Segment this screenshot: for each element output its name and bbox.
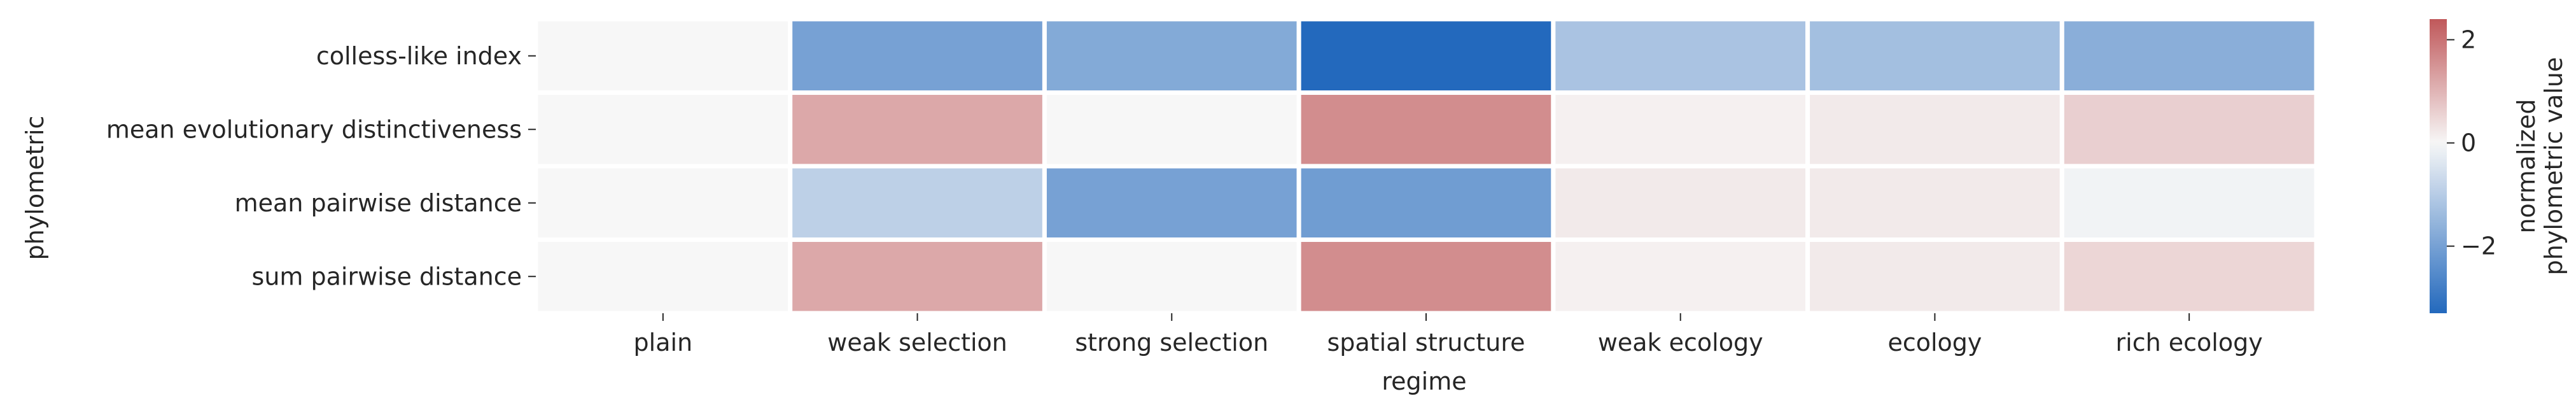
heatmap-cell bbox=[1551, 237, 1810, 316]
colorbar-tick-label: −2 bbox=[2461, 232, 2496, 260]
heatmap-cells bbox=[533, 17, 2319, 316]
x-tick-label: ecology bbox=[1887, 329, 1982, 357]
heatmap-cell bbox=[1042, 17, 1301, 95]
heatmap-cell bbox=[1551, 90, 1810, 169]
heatmap-cell bbox=[1042, 90, 1301, 169]
x-tick-label: plain bbox=[634, 329, 693, 357]
heatmap-cell bbox=[2059, 17, 2319, 95]
heatmap-cell bbox=[1296, 237, 1556, 316]
x-tick-label: strong selection bbox=[1075, 329, 1268, 357]
x-axis-label: regime bbox=[1382, 367, 1466, 395]
heatmap-cell bbox=[788, 90, 1047, 169]
colorbar: 2 0 −2 normalized phylometric value bbox=[2430, 19, 2568, 313]
heatmap-cell bbox=[1805, 90, 2064, 169]
heatmap-cell bbox=[533, 90, 793, 169]
heatmap-cell bbox=[2059, 237, 2319, 316]
heatmap-cell bbox=[1551, 164, 1810, 242]
heatmap-cell bbox=[788, 164, 1047, 242]
x-axis-ticks: plain weak selection strong selection spati… bbox=[634, 313, 2263, 357]
heatmap-cell bbox=[788, 237, 1047, 316]
colorbar-tick-label: 0 bbox=[2461, 129, 2476, 157]
heatmap-cell bbox=[1805, 237, 2064, 316]
heatmap-cell bbox=[1296, 164, 1556, 242]
heatmap-cell bbox=[788, 17, 1047, 95]
y-axis-ticks: colless-like index mean evolutionary dist… bbox=[106, 42, 536, 290]
x-tick-label: rich ecology bbox=[2116, 329, 2263, 357]
heatmap-cell bbox=[2059, 164, 2319, 242]
heatmap-cell bbox=[1042, 237, 1301, 316]
x-tick-label: weak ecology bbox=[1598, 329, 1763, 357]
x-tick-label: weak selection bbox=[827, 329, 1007, 357]
heatmap-cell bbox=[1042, 164, 1301, 242]
colorbar-label-line-2: phylometric value bbox=[2540, 57, 2568, 276]
y-tick-label: sum pairwise distance bbox=[252, 262, 522, 290]
heatmap-cell bbox=[533, 237, 793, 316]
colorbar-label-line-1: normalized bbox=[2512, 99, 2540, 233]
heatmap-cell bbox=[1805, 17, 2064, 95]
heatmap-cell bbox=[1296, 17, 1556, 95]
heatmap-cell bbox=[1805, 164, 2064, 242]
heatmap-cell bbox=[533, 17, 793, 95]
heatmap-cell bbox=[2059, 90, 2319, 169]
colorbar-ticks: 2 0 −2 bbox=[2447, 25, 2496, 260]
heatmap-cell bbox=[533, 164, 793, 242]
colorbar-tick-label: 2 bbox=[2461, 25, 2476, 53]
heatmap-cell bbox=[1296, 90, 1556, 169]
y-tick-label: mean pairwise distance bbox=[235, 189, 522, 217]
x-tick-label: spatial structure bbox=[1327, 329, 1525, 357]
y-tick-label: colless-like index bbox=[316, 42, 522, 70]
y-axis-label: phylometric bbox=[21, 116, 49, 260]
heatmap-cell bbox=[1551, 17, 1810, 95]
y-tick-label: mean evolutionary distinctiveness bbox=[106, 115, 522, 143]
colorbar-gradient bbox=[2430, 19, 2447, 313]
